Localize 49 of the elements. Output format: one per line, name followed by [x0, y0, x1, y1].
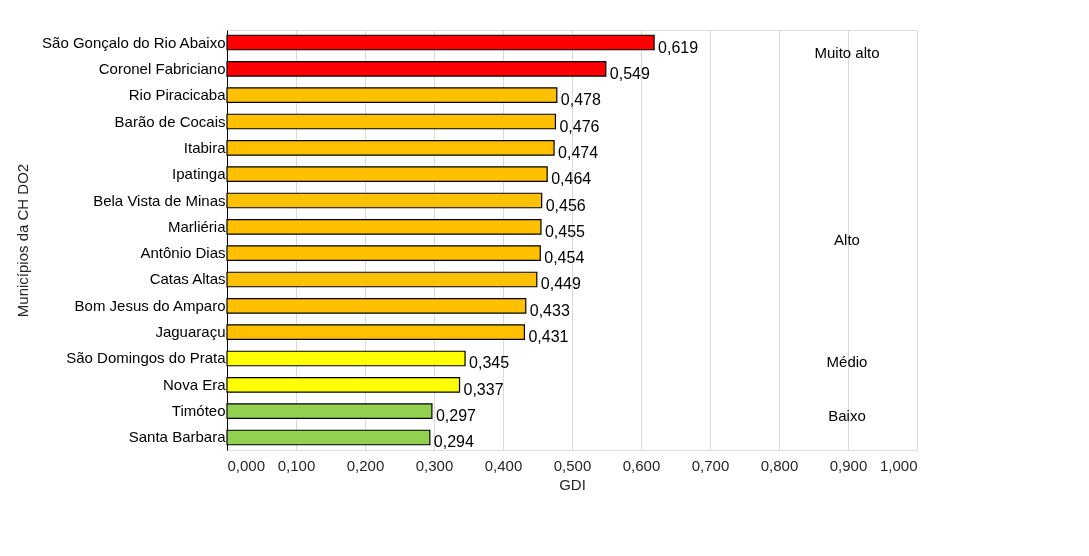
y-tick-label: Rio Piracicaba — [128, 86, 227, 104]
data-label: 0,337 — [463, 380, 504, 398]
data-label: 0,474 — [558, 143, 599, 161]
x-tick-label: 0,300 — [415, 456, 454, 474]
x-tick-label: 0,400 — [484, 456, 523, 474]
y-tick-label: Marliéria — [167, 217, 227, 235]
annotation: Médio — [826, 352, 868, 370]
data-label: 0,297 — [435, 407, 477, 425]
data-label: 0,619 — [658, 38, 699, 56]
y-tick-label: Itabira — [183, 138, 227, 156]
y-tick-label: Jaguaraçu — [155, 323, 226, 341]
x-tick-label: 0,500 — [553, 456, 592, 474]
y-tick-label: São Gonçalo do Rio Abaixo — [42, 33, 226, 51]
x-tick-label: 0,900 — [829, 456, 868, 474]
y-tick-label: Bom Jesus do Amparo — [74, 296, 226, 314]
x-tick-label: 1,000 — [879, 456, 918, 474]
data-label: 0,478 — [560, 91, 601, 109]
data-label: 0,294 — [433, 433, 474, 451]
y-tick-label: São Domingos do Prata — [66, 349, 227, 367]
x-tick-label: 0,700 — [691, 456, 730, 474]
y-tick-label: Coronel Fabriciano — [98, 59, 226, 77]
data-label: 0,454 — [544, 249, 585, 267]
y-tick-label: Ipatinga — [172, 165, 227, 183]
data-label: 0,464 — [551, 170, 592, 188]
x-tick-label: 0,000 — [227, 456, 266, 474]
x-tick-label: 0,100 — [277, 456, 316, 474]
x-axis-title: GDI — [559, 475, 586, 493]
y-tick-label: Nova Era — [162, 375, 227, 393]
y-tick-label: Bela Vista de Minas — [93, 191, 226, 209]
y-tick-label: Antônio Dias — [140, 244, 226, 262]
annotation: Muito alto — [814, 44, 880, 62]
y-tick-label: Catas Altas — [149, 270, 226, 288]
x-tick-label: 0,200 — [346, 456, 385, 474]
data-label: 0,455 — [544, 222, 586, 240]
data-label: 0,476 — [559, 117, 600, 135]
annotation: Alto — [834, 231, 860, 248]
x-tick-label: 0,800 — [760, 456, 799, 474]
annotation: Baixo — [828, 407, 866, 425]
data-label: 0,431 — [528, 328, 569, 346]
data-label: 0,433 — [529, 301, 570, 319]
data-label: 0,549 — [609, 64, 650, 82]
y-tick-label: Santa Barbara — [128, 428, 227, 446]
data-label: 0,456 — [545, 196, 586, 214]
y-tick-label: Barão de Cocais — [114, 112, 226, 130]
x-tick-label: 0,600 — [622, 456, 661, 474]
data-label: 0,449 — [540, 275, 581, 293]
y-axis-title: Municípios da CH DO2 — [14, 163, 32, 318]
data-label: 0,345 — [469, 354, 510, 372]
y-tick-label: Timóteo — [171, 402, 226, 420]
